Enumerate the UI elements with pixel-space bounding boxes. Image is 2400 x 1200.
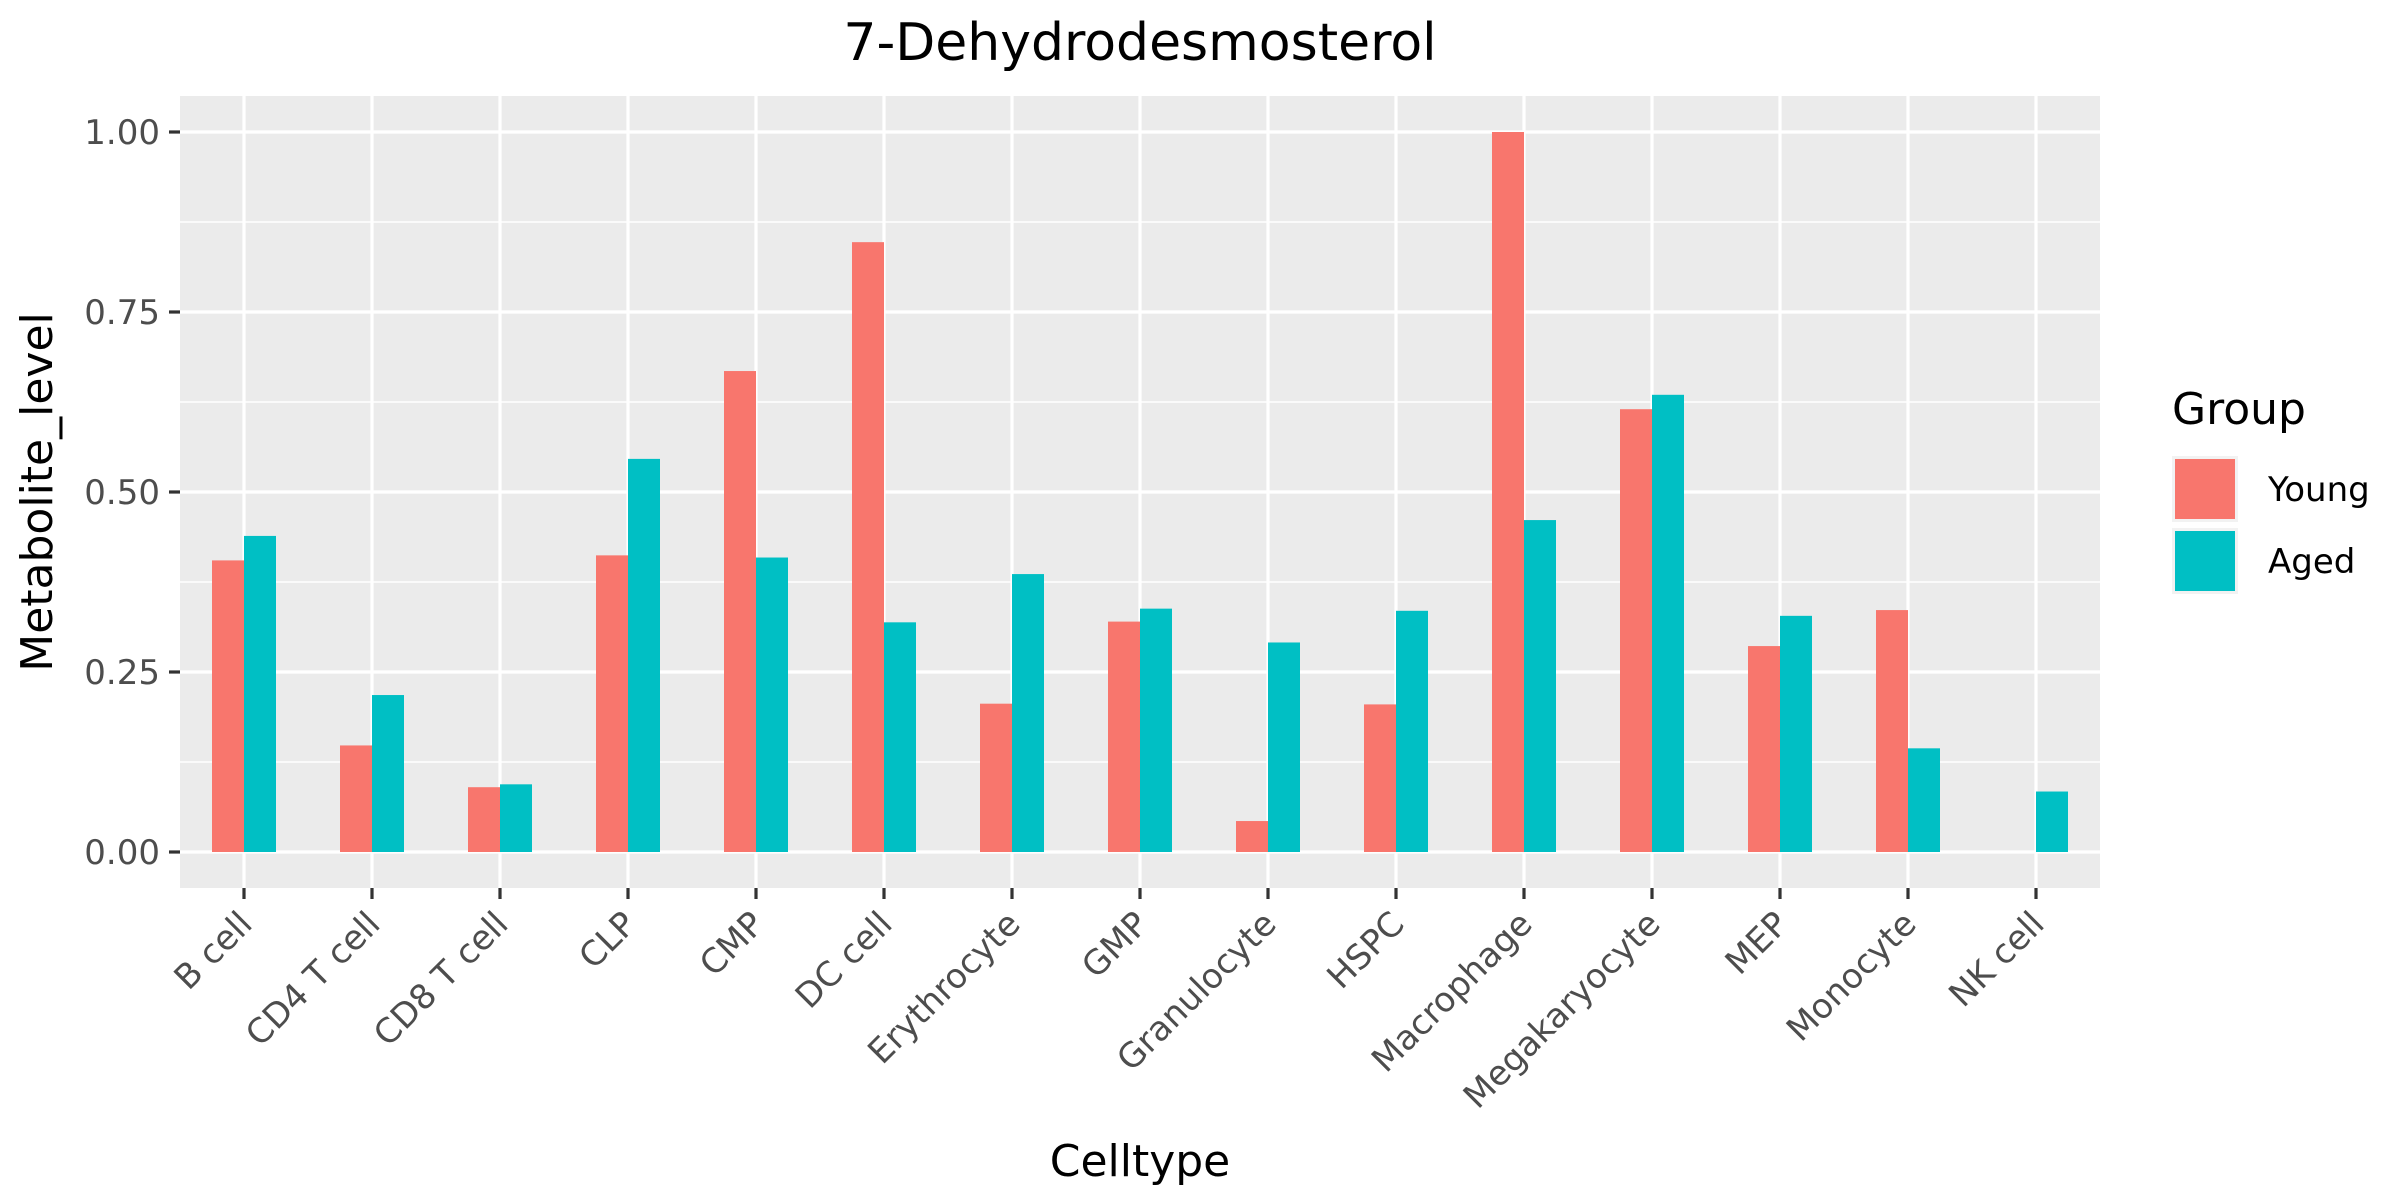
bar-young-8 — [1236, 821, 1268, 852]
bar-young-5 — [852, 242, 884, 852]
x-tick-label: Monocyte — [1779, 904, 1924, 1049]
bar-young-4 — [724, 371, 756, 852]
bar-aged-8 — [1268, 642, 1300, 852]
bar-young-7 — [1108, 621, 1140, 852]
series-aged — [244, 394, 2068, 852]
x-tick-label: DC cell — [788, 904, 901, 1017]
y-tick-label: 1.00 — [84, 113, 160, 153]
x-tick-label: HSPC — [1319, 904, 1412, 997]
bar-aged-3 — [628, 458, 660, 852]
bar-young-3 — [596, 555, 628, 852]
legend-label-young: Young — [2267, 470, 2370, 510]
legend-items: Young Aged — [2172, 456, 2370, 594]
bar-aged-10 — [1524, 520, 1556, 852]
y-tick-label: 0.00 — [84, 833, 160, 873]
x-tick-label: MEP — [1718, 904, 1797, 983]
bar-aged-1 — [372, 695, 404, 852]
bar-aged-2 — [500, 784, 532, 852]
legend-label-aged: Aged — [2268, 542, 2355, 582]
bar-aged-14 — [2036, 791, 2068, 852]
bar-young-10 — [1492, 132, 1524, 852]
bar-aged-0 — [244, 535, 276, 852]
bar-young-1 — [340, 745, 372, 852]
x-tick-label: GMP — [1074, 904, 1156, 986]
bar-young-11 — [1620, 409, 1652, 852]
x-tick-label: CD8 T cell — [366, 904, 516, 1054]
y-tick-label: 0.50 — [84, 473, 160, 513]
y-axis-title: Metabolite_level — [12, 312, 63, 672]
y-tick-label: 0.25 — [84, 653, 160, 693]
bar-aged-7 — [1140, 608, 1172, 852]
legend: Group Young Aged — [2172, 384, 2370, 594]
x-axis-title: Celltype — [1050, 1136, 1231, 1187]
bar-young-0 — [212, 560, 244, 852]
y-tick-label: 0.75 — [84, 293, 160, 333]
x-tick-label: CLP — [571, 904, 644, 977]
x-tick-label: B cell — [167, 904, 261, 998]
chart-title: 7-Dehydrodesmosterol — [843, 13, 1436, 73]
bar-aged-6 — [1012, 574, 1044, 852]
x-tick-label: CD4 T cell — [238, 904, 388, 1054]
bar-young-6 — [980, 703, 1012, 852]
bar-aged-12 — [1780, 615, 1812, 852]
series-young — [212, 132, 1908, 852]
x-tick-label: NK cell — [1941, 904, 2052, 1015]
bar-aged-13 — [1908, 748, 1940, 852]
y-axis: 0.00 0.25 0.50 0.75 1.00 — [84, 113, 180, 873]
bar-young-12 — [1748, 646, 1780, 852]
bar-aged-11 — [1652, 394, 1684, 852]
bar-young-13 — [1876, 610, 1908, 852]
legend-title: Group — [2172, 384, 2306, 435]
bar-young-2 — [468, 787, 500, 852]
bar-young-9 — [1364, 704, 1396, 852]
bars — [212, 132, 2068, 852]
bar-aged-5 — [884, 622, 916, 852]
bar-aged-4 — [756, 557, 788, 852]
bar-aged-9 — [1396, 610, 1428, 852]
legend-key-young — [2175, 459, 2235, 519]
x-tick-label: CMP — [692, 904, 772, 984]
legend-key-aged — [2175, 531, 2235, 591]
